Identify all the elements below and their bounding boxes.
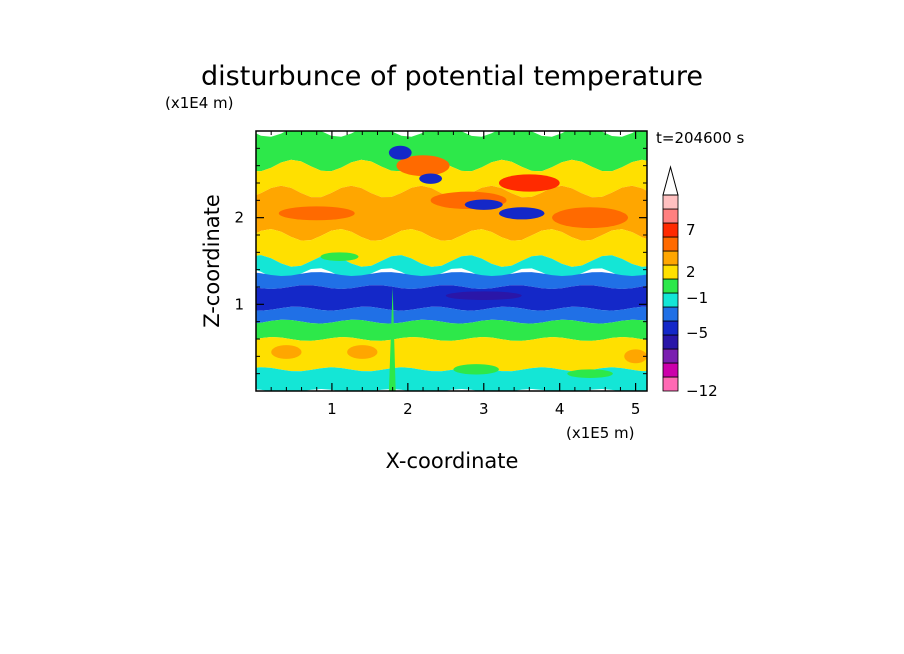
colorbar-label: −1 [686, 289, 708, 307]
y-axis-label: Z-coordinate [200, 194, 224, 328]
time-label: t=204600 s [656, 129, 744, 147]
field-band [256, 131, 647, 172]
colorbar-swatch [662, 264, 679, 280]
field-blob [552, 207, 629, 229]
colorbar-swatch [662, 348, 679, 364]
field-blob [271, 345, 302, 359]
colorbar-swatch [662, 222, 679, 238]
y-unit-label: (x1E4 m) [165, 94, 234, 112]
y-tick-label: 2 [234, 209, 244, 227]
field-blob [347, 345, 378, 359]
colorbar-extend-arrow [662, 165, 679, 196]
field-blob [624, 349, 647, 364]
field-blob [567, 369, 613, 378]
plot-frame [255, 130, 648, 392]
field-band [256, 367, 647, 391]
colorbar-swatch [662, 208, 679, 224]
field-blob [320, 252, 359, 261]
colorbar-label: 7 [686, 221, 696, 239]
field-band [256, 185, 647, 241]
x-unit-label: (x1E5 m) [566, 424, 635, 442]
heatmap-field [256, 131, 647, 391]
field-blob [464, 199, 503, 210]
colorbar-label: 2 [686, 263, 696, 281]
field-band [256, 285, 647, 311]
field-band [256, 306, 647, 324]
field-blob [388, 145, 412, 160]
colorbar-label: −5 [686, 324, 708, 342]
field-band [256, 337, 647, 372]
field-blob [445, 291, 522, 300]
field-band [256, 272, 647, 289]
chart-title: disturbunce of potential temperature [201, 61, 703, 92]
field-blob [453, 364, 499, 375]
x-axis: 1 2 3 4 5 [270, 131, 641, 418]
x-axis-label: X-coordinate [386, 449, 519, 473]
colorbar-swatch [662, 320, 679, 336]
x-tick-label: 5 [631, 400, 641, 418]
field-blob [498, 207, 545, 220]
colorbar-swatch [662, 236, 679, 252]
field-streak [388, 287, 396, 391]
x-tick-label: 1 [327, 400, 337, 418]
x-tick-label: 4 [555, 400, 565, 418]
field-blob [278, 206, 355, 221]
colorbar-swatch [662, 362, 679, 378]
colorbar-label: −12 [686, 382, 718, 400]
x-tick-label: 3 [479, 400, 489, 418]
colorbar-swatch [662, 278, 679, 294]
field-band [256, 319, 647, 341]
colorbar-swatch [662, 194, 679, 210]
colorbar: 7 2 −1 −5 −12 [662, 165, 718, 400]
y-axis: 12 [234, 147, 647, 375]
x-tick-label: 2 [403, 400, 413, 418]
field-blob [498, 174, 560, 192]
field-band [256, 255, 647, 280]
colorbar-swatch [662, 376, 679, 392]
colorbar-swatch [662, 334, 679, 350]
field-blob [419, 173, 443, 184]
colorbar-swatch [662, 250, 679, 266]
y-tick-label: 1 [234, 295, 244, 313]
field-blob [396, 155, 450, 177]
colorbar-swatch [662, 292, 679, 308]
colorbar-swatch [662, 306, 679, 322]
